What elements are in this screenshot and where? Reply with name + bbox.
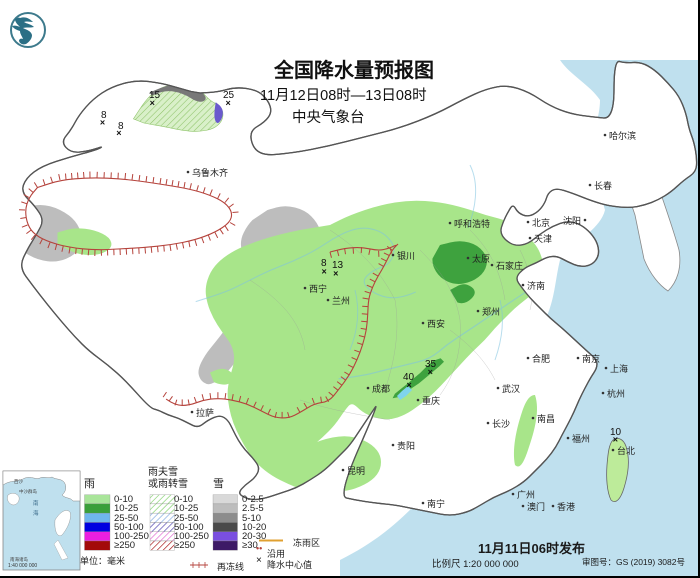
svg-text:1:40 000 000: 1:40 000 000 xyxy=(8,563,37,569)
svg-text:×: × xyxy=(256,555,262,566)
svg-text:中沙群岛: 中沙群岛 xyxy=(19,488,37,495)
svg-text:南: 南 xyxy=(33,499,39,507)
svg-text:南海诸岛: 南海诸岛 xyxy=(10,556,28,563)
svg-text:海: 海 xyxy=(33,509,39,517)
